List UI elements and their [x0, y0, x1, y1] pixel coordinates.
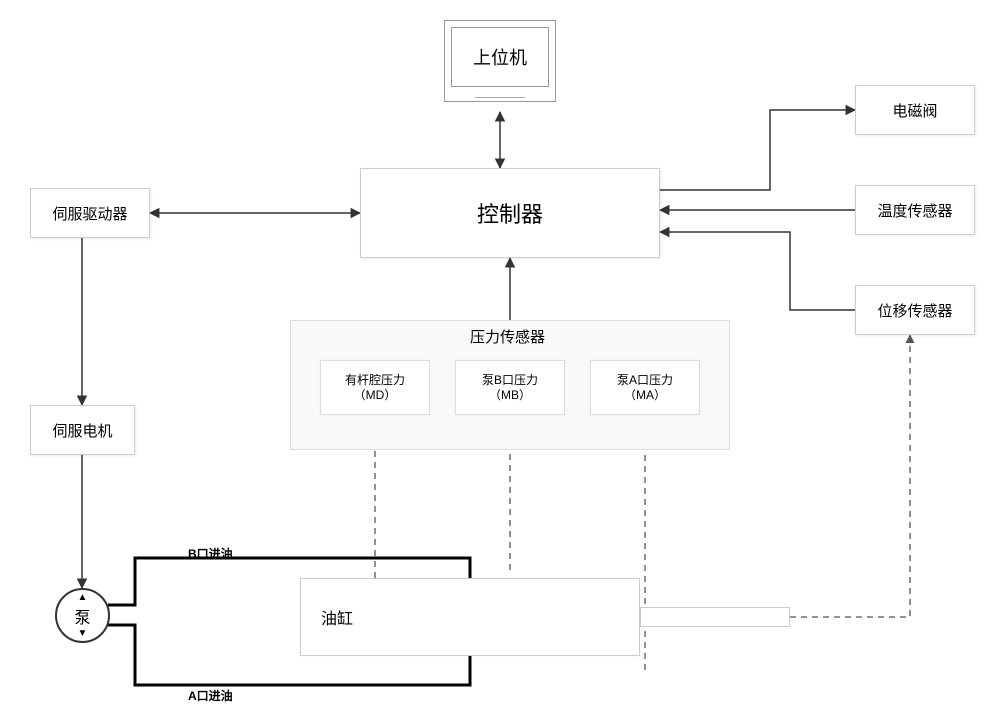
pump-tri-up-icon: ▲ — [78, 592, 88, 603]
host-monitor-screen: 上位机 — [451, 27, 549, 87]
disp-sensor-label: 位移传感器 — [877, 300, 952, 321]
oil-b-text: B口进油 — [188, 547, 233, 561]
sensor-ma-box: 泵A口压力 （MA） — [590, 360, 700, 415]
controller-box: 控制器 — [360, 168, 660, 258]
pump-label: 泵 — [74, 604, 90, 628]
cylinder-label: 油缸 — [321, 605, 353, 629]
servo-motor-box: 伺服电机 — [30, 405, 135, 455]
host-monitor-frame: 上位机 — [444, 20, 556, 102]
sensor-md-label2: （MD） — [354, 388, 397, 402]
sensor-mb-label2: （MB） — [489, 388, 531, 402]
pressure-sensor-group-title: 压力传感器 — [470, 326, 545, 347]
diagram-canvas: 上位机 控制器 电磁阀 温度传感器 位移传感器 伺服驱动器 伺服电机 ▲ 泵 ▼… — [0, 0, 1000, 726]
oil-a-text: A口进油 — [188, 689, 233, 703]
servo-driver-label: 伺服驱动器 — [52, 203, 127, 224]
sensor-mb-label1: 泵B口压力 — [482, 373, 538, 387]
oil-label-a: A口进油 — [188, 687, 233, 704]
sensor-mb-box: 泵B口压力 （MB） — [455, 360, 565, 415]
sensor-ma-label1: 泵A口压力 — [617, 373, 673, 387]
host-label: 上位机 — [473, 44, 527, 70]
host-monitor-stand — [475, 97, 525, 99]
cylinder-box: 油缸 — [300, 578, 640, 656]
piston-rod — [640, 607, 790, 627]
pump-tri-down-icon: ▼ — [78, 628, 88, 639]
pump-node: ▲ 泵 ▼ — [55, 588, 110, 643]
sensor-ma-label2: （MA） — [624, 388, 666, 402]
oil-label-b: B口进油 — [188, 545, 233, 562]
servo-motor-label: 伺服电机 — [52, 420, 112, 441]
pressure-sensor-group-label: 压力传感器 — [470, 329, 545, 346]
disp-sensor-box: 位移传感器 — [855, 285, 975, 335]
sensor-md-label1: 有杆腔压力 — [345, 373, 405, 387]
solenoid-label: 电磁阀 — [892, 100, 937, 121]
controller-label: 控制器 — [477, 197, 543, 229]
temp-sensor-box: 温度传感器 — [855, 185, 975, 235]
solenoid-box: 电磁阀 — [855, 85, 975, 135]
sensor-md-box: 有杆腔压力 （MD） — [320, 360, 430, 415]
servo-driver-box: 伺服驱动器 — [30, 188, 150, 238]
temp-sensor-label: 温度传感器 — [877, 200, 952, 221]
